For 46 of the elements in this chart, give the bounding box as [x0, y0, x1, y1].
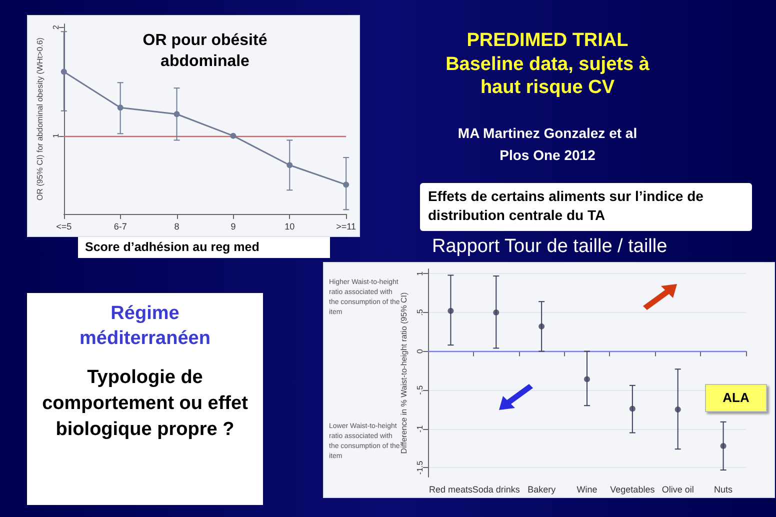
text: OR pour obésité abdominale [142, 31, 268, 72]
point [538, 323, 545, 330]
x-tick-label: >=11 [336, 222, 356, 232]
x-tick-label: Bakery [528, 484, 556, 494]
x-tick-label: <=5 [56, 222, 72, 232]
point [674, 406, 681, 412]
x-tick-label: Red meats [428, 484, 473, 494]
point [60, 68, 67, 75]
point [174, 111, 180, 118]
y-tick-label: .5 [416, 308, 424, 316]
point [117, 104, 124, 111]
annotation: ALA [705, 384, 767, 412]
x-tick-label: 8 [174, 222, 180, 232]
text: MA Martinez Gonzalez et al Plos One 2012 [456, 124, 638, 165]
text: Typologie de comportement ou effet biologique propre ? [41, 366, 249, 442]
point [629, 406, 636, 412]
point [286, 162, 293, 168]
x-tick-label: Wine [576, 484, 598, 494]
x-axis-title: Score d’adhésion au reg med [78, 237, 330, 258]
point [584, 376, 590, 382]
text: PREDIMED TRIAL [466, 30, 630, 52]
y-tick-label: -.5 [416, 384, 424, 395]
y-tick-label: -1 [416, 424, 424, 432]
point [493, 309, 500, 316]
x-tick-label: Nuts [714, 484, 734, 494]
x-tick-label: Vegetables [610, 484, 656, 494]
x-tick-label: 10 [284, 222, 295, 232]
x-tick-label: Olive oil [662, 484, 694, 494]
y-tick-label: 1 [416, 270, 424, 276]
point [448, 308, 454, 314]
x-tick-label: 9 [230, 222, 236, 232]
text: Régime méditerranéen [78, 302, 212, 351]
x-tick-label: 6-7 [114, 222, 127, 232]
point [230, 132, 236, 139]
point [720, 442, 726, 449]
y-axis-title: OR (95% CI) for abdominal obesity (WHt>0.6) [36, 37, 44, 200]
y-tick-label: 0 [416, 348, 424, 354]
y-tick-label: -1.5 [416, 460, 424, 475]
chart-title: Effets de certains aliments sur l’indice de distribution centrale du TA [420, 183, 752, 231]
text: Baseline data, sujets à haut risque CV [445, 53, 650, 99]
chart-subtitle: Rapport Tour de taille / taille [432, 236, 668, 258]
point [343, 182, 350, 188]
y-tick-label: 2 [51, 24, 60, 30]
y-axis-title: Difference in % Waist-to-height ratio (95% CI) [400, 292, 409, 454]
y-tick-label: 1 [51, 133, 60, 138]
x-tick-label: Soda drinks [472, 484, 520, 494]
